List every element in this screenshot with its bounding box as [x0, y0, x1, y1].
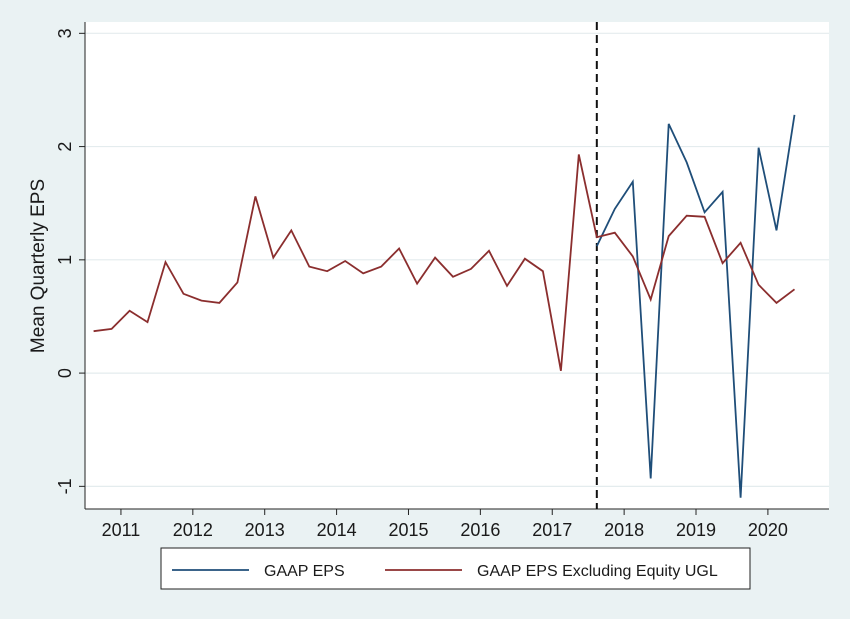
x-tick-label: 2017 [532, 520, 572, 540]
series-lines [93, 114, 796, 498]
x-tick-label: 2020 [748, 520, 788, 540]
y-tick-label: 3 [55, 28, 75, 38]
x-tick-label: 2011 [102, 520, 141, 540]
axes: -1 0 1 2 3 2011 2012 2013 2014 2015 2016 2017 2018 20… [55, 22, 829, 540]
x-tick-label: 2018 [604, 520, 644, 540]
legend: GAAP EPS GAAP EPS Excluding Equity UGL [160, 547, 751, 590]
gridlines [85, 32, 829, 487]
x-tick-label: 2012 [173, 520, 213, 540]
y-tick-label: 0 [55, 368, 75, 378]
plot-area [85, 22, 829, 509]
x-tick-label: 2014 [317, 520, 357, 540]
x-tick-label: 2019 [676, 520, 716, 540]
x-tick-label: 2016 [460, 520, 500, 540]
x-tick-label: 2013 [245, 520, 285, 540]
legend-box [160, 547, 751, 590]
y-tick-label: 1 [55, 255, 75, 265]
y-axis-title: Mean Quarterly EPS [28, 179, 49, 353]
legend-label-excl: GAAP EPS Excluding Equity UGL [477, 563, 718, 580]
y-tick-label: -1 [55, 478, 75, 494]
x-tick-label: 2015 [388, 520, 428, 540]
legend-label-gaap: GAAP EPS [264, 563, 345, 580]
y-tick-label: 2 [55, 142, 75, 152]
series-line-gaap-eps [595, 114, 796, 498]
series-line-gaap-eps-excl-ugl [93, 154, 796, 371]
